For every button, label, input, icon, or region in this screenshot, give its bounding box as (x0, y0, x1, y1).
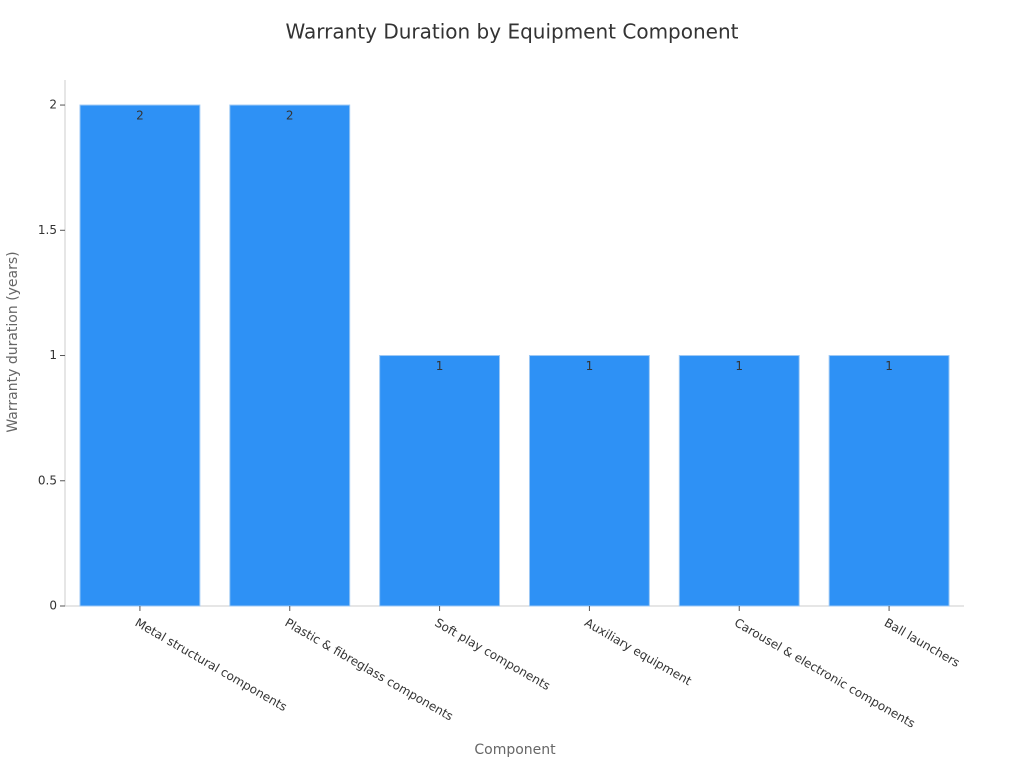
x-tick-label: Plastic & fibreglass components (283, 616, 456, 724)
x-tick-label: Metal structural components (133, 616, 290, 715)
bar (79, 104, 201, 607)
value-label: 1 (735, 359, 743, 373)
y-tick-label: 0.5 (38, 473, 57, 487)
value-label: 2 (136, 109, 144, 123)
x-tick-label: Soft play components (432, 616, 552, 694)
value-label: 1 (586, 359, 594, 373)
bar (678, 355, 800, 607)
y-tick-label: 1 (49, 348, 57, 362)
y-axis-title: Warranty duration (years) (5, 251, 21, 432)
x-tick-label: Auxiliary equipment (582, 616, 694, 689)
bar (379, 355, 501, 607)
bar (229, 104, 351, 607)
y-tick-label: 1.5 (38, 223, 57, 237)
x-tick-label: Carousel & electronic components (732, 616, 918, 731)
y-tick-label: 2 (49, 98, 57, 112)
y-tick-label: 0 (49, 599, 57, 613)
x-tick-label: Ball launchers (882, 616, 962, 670)
bar (828, 355, 950, 607)
x-axis-title: Component (474, 742, 556, 758)
chart-title: Warranty Duration by Equipment Component (286, 20, 739, 44)
value-label: 2 (286, 109, 294, 123)
bar (528, 355, 650, 607)
value-label: 1 (436, 359, 444, 373)
value-label: 1 (885, 359, 893, 373)
